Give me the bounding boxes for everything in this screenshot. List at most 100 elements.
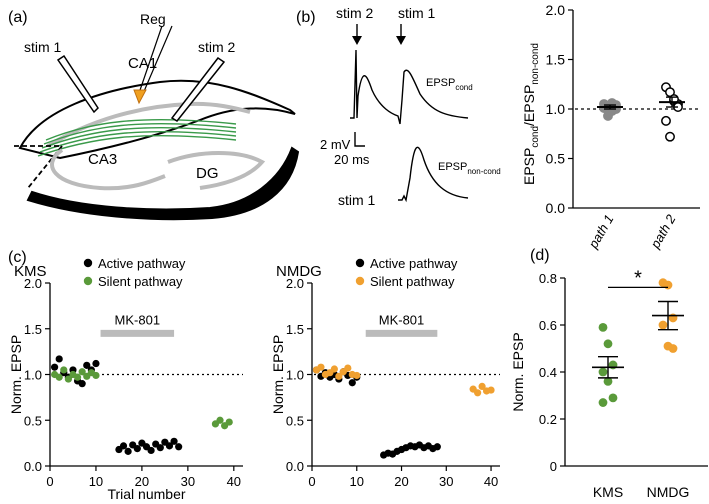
hippocampus-schematic: stim 1 stim 2 Reg CA1 CA3 DG <box>14 11 300 221</box>
chart-c-nmdg: 0.0 0.5 1.0 1.5 2.0 0 10 20 30 40 MK-801 NMDG Active… <box>270 256 500 489</box>
c-kms-point <box>78 380 86 388</box>
reg-electrode-shaft-2 <box>141 25 173 97</box>
c-kms-point <box>175 443 183 451</box>
chart-d-ytick-label: 0.2 <box>539 412 557 427</box>
c-kms-drug-label: MK-801 <box>115 312 161 327</box>
c-kms-ylabel: Norm. EPSP <box>8 335 24 414</box>
scale-ms: 20 ms <box>334 152 370 167</box>
chart-d-point <box>668 344 678 353</box>
chart-b-ylabel: EPSPcond/EPSPnon-cond <box>521 43 541 185</box>
c-kms-point <box>83 361 91 369</box>
c-kms-ytick-label: 0.5 <box>24 413 42 428</box>
c-kms-point <box>64 375 72 383</box>
panel-label-c: (c) <box>8 249 27 266</box>
c-nmdg-point <box>344 364 352 372</box>
chart-b-category-label: path 1 <box>585 212 617 252</box>
c-kms-point <box>225 418 233 426</box>
chart-d-summary: 0 0.2 0.4 0.6 0.8 Norm. EPSP KMS NMDG * <box>510 267 708 500</box>
c-kms-point <box>55 373 63 381</box>
chart-d-ytick-label: 0 <box>550 459 557 474</box>
c-nmdg-legend-label: Active pathway <box>370 256 458 271</box>
c-nmdg-ytick-label: 1.5 <box>286 322 304 337</box>
c-nmdg-xtick-label: 30 <box>439 474 453 489</box>
c-nmdg-xtick-label: 0 <box>308 474 315 489</box>
epsp-traces: stim 2 stim 1 EPSPcond 2 mV 20 ms EPSPno… <box>320 5 501 208</box>
chart-d-point <box>598 398 608 407</box>
chart-d-point <box>603 339 613 349</box>
c-nmdg-point <box>474 389 482 397</box>
c-kms-point <box>78 368 86 376</box>
c-nmdg-ylabel: Norm. EPSP <box>270 335 286 414</box>
reg-electrode-shaft-1 <box>137 25 163 97</box>
chart-b-ytick-label: 1.5 <box>546 52 566 68</box>
c-kms-point <box>92 371 100 380</box>
epsp-cond-trace <box>350 49 469 125</box>
c-nmdg-point <box>348 379 356 387</box>
c-nmdg-point <box>433 443 441 451</box>
c-nmdg-xtick-label: 40 <box>484 474 498 489</box>
c-nmdg-ytick-label: 0.0 <box>286 459 304 474</box>
c-kms-xlabel: Trial number <box>107 486 185 502</box>
chart-d-point <box>598 322 608 332</box>
c-nmdg-legend-marker <box>355 276 365 286</box>
epsp-noncond-label: EPSPnon-cond <box>438 161 501 176</box>
stim1-trace-label: stim 1 <box>398 5 436 21</box>
c-kms-point <box>60 366 68 374</box>
c-kms-legend-marker <box>83 258 93 268</box>
c-kms-ytick-label: 0.0 <box>24 459 42 474</box>
c-kms-point <box>50 363 59 371</box>
chart-d-category-label: KMS <box>593 484 623 500</box>
chart-b-category-label: path 2 <box>647 211 679 251</box>
c-nmdg-legend-marker <box>355 258 365 268</box>
dg-layer <box>167 151 266 190</box>
stim2-electrode <box>170 56 226 122</box>
c-nmdg-legend-label: Silent pathway <box>370 274 455 289</box>
chart-b-ratio: EPSPcond/EPSPnon-cond 0.0 0.5 1.0 1.5 2.0 pat… <box>521 2 700 252</box>
c-nmdg-ytick-label: 0.5 <box>286 413 304 428</box>
chart-b-point <box>603 110 613 121</box>
scale-bar <box>354 132 365 147</box>
chart-b-point <box>665 131 675 142</box>
chart-d-point <box>603 377 613 386</box>
c-kms-point <box>165 442 174 450</box>
stim1-label: stim 1 <box>24 39 62 55</box>
c-kms-point <box>119 442 128 450</box>
dentate-outline <box>26 146 300 221</box>
c-nmdg-xtick-label: 10 <box>350 474 364 489</box>
panel-label-a: (a) <box>8 9 28 26</box>
chart-d-ytick-label: 0.8 <box>539 271 557 286</box>
c-nmdg-point <box>335 372 343 380</box>
c-kms-ytick-label: 2.0 <box>24 276 42 291</box>
ca1-label: CA1 <box>128 55 157 72</box>
c-kms-xtick-label: 0 <box>46 474 53 489</box>
ca3-boundary <box>14 145 64 189</box>
c-kms-point <box>156 444 164 452</box>
chart-d-point <box>598 367 608 377</box>
chart-b-ytick-label: 1.0 <box>546 101 566 117</box>
chart-d-point <box>663 280 673 290</box>
chart-d-ytick-label: 0.6 <box>539 318 557 333</box>
epsp-noncond-trace <box>398 146 469 203</box>
c-nmdg-point <box>487 386 495 394</box>
stim2-trace-label: stim 2 <box>336 5 374 21</box>
dg-label: DG <box>196 165 219 182</box>
chart-b-ytick-label: 0.0 <box>546 200 566 216</box>
stim2-label: stim 2 <box>198 39 236 55</box>
chart-d-ytick-label: 0.4 <box>539 365 557 380</box>
panel-label-d: (d) <box>530 247 550 264</box>
chart-d-significance-mark: * <box>634 267 642 289</box>
c-nmdg-ytick-label: 1.0 <box>286 368 304 383</box>
c-kms-xtick-label: 40 <box>227 474 241 489</box>
ca3-layer <box>50 148 166 191</box>
c-nmdg-title: NMDG <box>276 263 322 280</box>
stim1-arrow-icon <box>396 36 406 45</box>
chart-b-point <box>661 115 671 126</box>
c-kms-point <box>124 447 132 455</box>
stim1-electrode <box>56 54 99 114</box>
chart-b-ytick-label: 2.0 <box>546 2 566 18</box>
c-kms-point <box>133 445 141 453</box>
c-nmdg-xtick-label: 20 <box>394 474 408 489</box>
chart-b-ytick-label: 0.5 <box>546 151 566 167</box>
c-nmdg-point <box>317 363 325 371</box>
